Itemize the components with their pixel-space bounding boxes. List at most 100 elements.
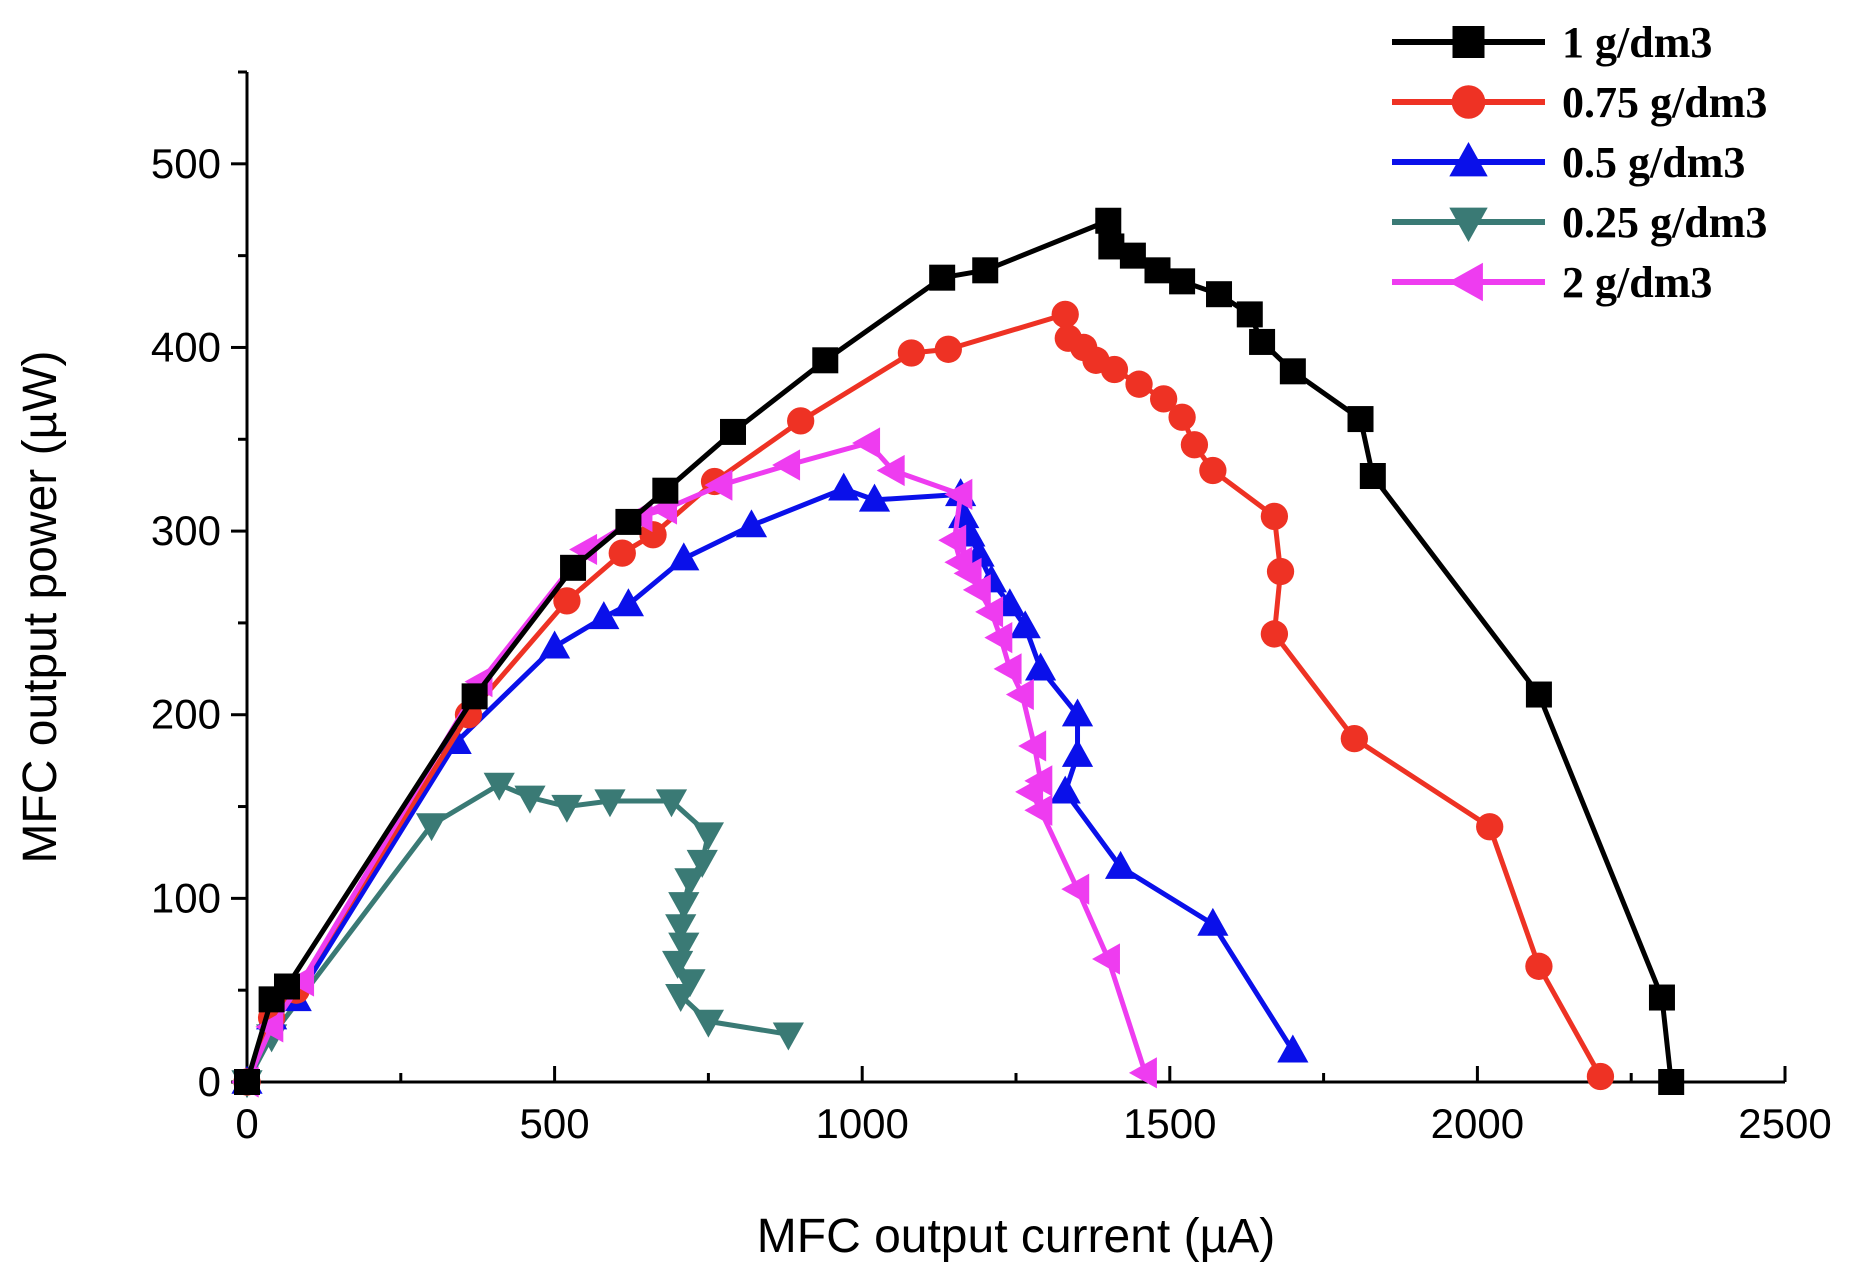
data-point-1-g-dm3 — [652, 477, 679, 504]
legend-entry-2-g-dm3: 2 g/dm3 — [1392, 258, 1712, 307]
data-point-0-5-g-dm3 — [1277, 1034, 1309, 1063]
y-tick-label: 100 — [151, 874, 221, 921]
data-point-2-g-dm3 — [984, 622, 1013, 654]
data-point-0-75-g-dm3 — [553, 587, 581, 615]
data-point-0-5-g-dm3 — [1061, 738, 1094, 767]
data-point-1-g-dm3 — [972, 257, 999, 284]
x-tick-label: 2000 — [1431, 1100, 1524, 1147]
legend-label: 2 g/dm3 — [1562, 258, 1712, 307]
data-point-0-75-g-dm3 — [1100, 355, 1129, 384]
legend-entry-1-g-dm3: 1 g/dm3 — [1392, 18, 1712, 67]
data-point-0-5-g-dm3 — [1025, 652, 1057, 681]
data-point-0-5-g-dm3 — [1061, 698, 1094, 727]
data-point-2-g-dm3 — [962, 574, 991, 606]
legend-entry-0-75-g-dm3: 0.75 g/dm3 — [1392, 78, 1767, 127]
series-0-75-g-dm3 — [233, 300, 1615, 1096]
data-point-0-5-g-dm3 — [1197, 907, 1229, 936]
data-point-0-25-g-dm3 — [665, 983, 697, 1012]
data-point-2-g-dm3 — [1092, 943, 1120, 975]
data-point-1-g-dm3 — [1648, 984, 1675, 1011]
data-point-2-g-dm3 — [876, 454, 905, 487]
data-point-0-25-g-dm3 — [674, 868, 706, 897]
data-point-2-g-dm3 — [772, 449, 801, 481]
data-point-0-75-g-dm3 — [934, 335, 962, 363]
data-point-2-g-dm3 — [993, 653, 1022, 685]
series-line-0-5-g-dm3 — [244, 486, 1295, 1083]
data-point-1-g-dm3 — [1169, 268, 1196, 295]
data-point-1-g-dm3 — [1095, 207, 1122, 234]
data-point-2-g-dm3 — [975, 596, 1004, 628]
data-point-0-25-g-dm3 — [655, 789, 688, 818]
y-axis-title: MFC output power (µW) — [14, 350, 67, 863]
data-point-0-5-g-dm3 — [588, 601, 620, 630]
legend-marker — [1449, 207, 1488, 242]
data-point-0-75-g-dm3 — [1476, 813, 1504, 841]
data-point-0-5-g-dm3 — [612, 588, 645, 617]
y-tick-label: 200 — [151, 691, 221, 738]
x-tick-label: 500 — [520, 1100, 590, 1147]
data-point-1-g-dm3 — [929, 264, 956, 291]
x-tick-label: 2500 — [1738, 1100, 1831, 1147]
axes: 0 500 1000 1500 2000 2500 0 100 200 300 400 500 — [151, 70, 1832, 1147]
data-point-2-g-dm3 — [1015, 776, 1044, 808]
legend-marker — [1448, 262, 1483, 302]
data-point-0-75-g-dm3 — [1180, 431, 1209, 459]
x-tick-label: 1000 — [815, 1100, 908, 1147]
data-point-2-g-dm3 — [1061, 873, 1090, 905]
data-point-2-g-dm3 — [704, 469, 733, 501]
data-point-2-g-dm3 — [1018, 730, 1047, 762]
data-point-0-25-g-dm3 — [692, 1009, 724, 1038]
x-tick-label: 0 — [235, 1100, 258, 1147]
data-point-1-g-dm3 — [1206, 281, 1233, 308]
data-point-0-25-g-dm3 — [483, 772, 515, 801]
data-point-1-g-dm3 — [1119, 242, 1146, 269]
data-point-1-g-dm3 — [1144, 257, 1171, 284]
y-tick-label: 300 — [151, 507, 221, 554]
data-point-2-g-dm3 — [286, 965, 315, 997]
data-point-0-75-g-dm3 — [1340, 724, 1369, 753]
data-point-0-75-g-dm3 — [1125, 370, 1153, 398]
data-point-0-75-g-dm3 — [1051, 300, 1079, 329]
data-point-0-5-g-dm3 — [828, 472, 860, 501]
data-point-0-25-g-dm3 — [594, 789, 626, 818]
data-point-1-g-dm3 — [273, 973, 300, 1000]
data-point-0-25-g-dm3 — [692, 822, 724, 851]
series-line-0-75-g-dm3 — [244, 311, 1603, 1083]
data-point-1-g-dm3 — [615, 508, 642, 535]
legend-marker — [1452, 26, 1485, 58]
data-point-1-g-dm3 — [1658, 1069, 1685, 1095]
data-point-2-g-dm3 — [1128, 1057, 1157, 1089]
data-point-0-25-g-dm3 — [514, 785, 546, 814]
data-point-0-5-g-dm3 — [668, 542, 700, 571]
legend-label: 0.25 g/dm3 — [1562, 198, 1767, 247]
data-point-2-g-dm3 — [1005, 678, 1034, 711]
data-point-0-25-g-dm3 — [686, 849, 718, 878]
legend-label: 1 g/dm3 — [1562, 18, 1712, 67]
legend-label: 0.75 g/dm3 — [1562, 78, 1767, 127]
y-tick-label: 400 — [151, 323, 221, 370]
legend-label: 0.5 g/dm3 — [1562, 138, 1745, 187]
data-point-0-25-g-dm3 — [415, 813, 448, 842]
data-point-0-5-g-dm3 — [1049, 775, 1081, 804]
data-point-1-g-dm3 — [720, 418, 747, 445]
data-point-0-75-g-dm3 — [1199, 456, 1227, 485]
series-2-g-dm3 — [230, 427, 1157, 1098]
data-point-1-g-dm3 — [1249, 328, 1276, 355]
y-tick-label: 500 — [151, 140, 221, 187]
data-point-0-75-g-dm3 — [897, 339, 926, 367]
x-axis-title: MFC output current (µA) — [757, 1210, 1275, 1263]
data-point-1-g-dm3 — [1347, 406, 1374, 433]
data-point-0-25-g-dm3 — [772, 1022, 804, 1051]
data-point-0-75-g-dm3 — [787, 407, 815, 435]
data-point-0-5-g-dm3 — [1009, 610, 1041, 639]
data-point-0-25-g-dm3 — [551, 794, 583, 823]
data-point-1-g-dm3 — [1236, 301, 1263, 328]
series-0-5-g-dm3 — [231, 472, 1309, 1094]
data-point-2-g-dm3 — [953, 557, 982, 589]
data-point-1-g-dm3 — [560, 554, 587, 581]
data-point-0-5-g-dm3 — [1104, 850, 1137, 879]
legend-marker — [1449, 142, 1488, 177]
data-point-0-75-g-dm3 — [1260, 502, 1289, 531]
legend-entry-0-25-g-dm3: 0.25 g/dm3 — [1392, 198, 1767, 247]
